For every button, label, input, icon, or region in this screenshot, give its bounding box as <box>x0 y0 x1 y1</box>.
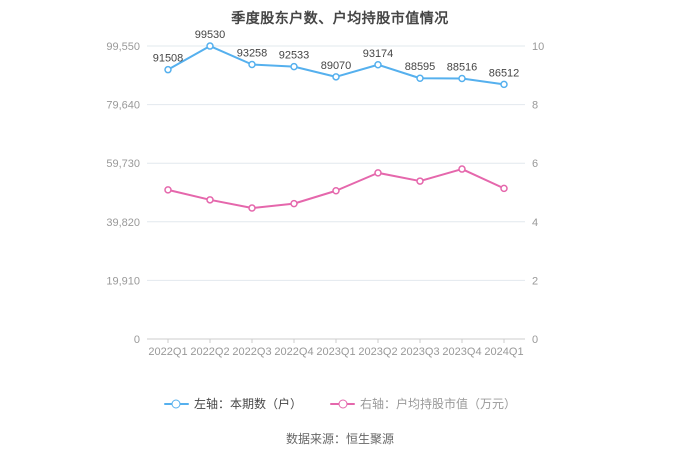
data-point-marker[interactable] <box>164 186 172 194</box>
data-source: 数据来源：恒生聚源 <box>285 432 394 446</box>
left-axis-tick-label: 99,550 <box>106 41 140 53</box>
data-label: 93174 <box>363 48 394 60</box>
x-axis-label: 2022Q2 <box>190 346 229 358</box>
data-label: 88516 <box>447 61 478 73</box>
left-axis-tick-label: 0 <box>134 334 140 346</box>
legend-marker-icon <box>171 399 181 408</box>
data-point-marker[interactable] <box>500 80 508 89</box>
x-axis-label: 2023Q3 <box>400 346 439 358</box>
legend-item-shareholder-count[interactable]: 左轴：本期数（户） <box>163 395 302 412</box>
data-point-marker[interactable] <box>374 61 382 69</box>
right-axis-tick-label: 10 <box>532 41 544 53</box>
chart-title: 季度股东户数、户均持股市值情况 <box>231 10 449 26</box>
line-series-icon <box>163 398 189 409</box>
line-series-icon <box>330 398 355 409</box>
legend-label: 左轴：本期数（户） <box>193 397 302 411</box>
left-axis-tick-label: 79,640 <box>106 100 140 112</box>
data-point-marker[interactable] <box>332 73 340 81</box>
data-label: 88595 <box>405 61 436 73</box>
data-point-marker[interactable] <box>374 169 382 177</box>
right-axis-tick-label: 8 <box>532 100 538 112</box>
data-point-marker[interactable] <box>248 204 256 212</box>
data-point-marker[interactable] <box>290 199 298 208</box>
left-axis-tick-label: 59,730 <box>106 158 140 170</box>
data-label: 99530 <box>195 29 226 41</box>
x-axis-label: 2022Q1 <box>148 346 187 358</box>
data-label: 86512 <box>489 67 520 79</box>
data-point-marker[interactable] <box>416 74 424 82</box>
x-axis-label: 2022Q3 <box>232 346 271 358</box>
data-point-marker[interactable] <box>206 196 214 204</box>
data-point-marker[interactable] <box>290 62 298 71</box>
data-point-marker[interactable] <box>416 177 424 185</box>
data-point-marker[interactable] <box>206 42 214 50</box>
data-label: 93258 <box>237 48 268 60</box>
data-point-marker[interactable] <box>248 60 256 69</box>
data-label: 92533 <box>279 50 310 62</box>
data-point-marker[interactable] <box>500 184 508 193</box>
right-axis-tick-label: 4 <box>532 217 538 229</box>
data-point-marker[interactable] <box>458 74 466 83</box>
data-point-marker[interactable] <box>458 165 466 173</box>
x-axis-label: 2024Q1 <box>484 346 523 358</box>
left-axis-tick-label: 19,910 <box>106 275 140 287</box>
data-point-marker[interactable] <box>164 65 172 74</box>
x-axis-label: 2023Q1 <box>316 346 355 358</box>
data-label: 89070 <box>321 60 352 72</box>
x-axis-label: 2022Q4 <box>274 346 313 358</box>
legend: 左轴：本期数（户） 右轴：户均持股市值（万元） <box>0 395 680 412</box>
data-label: 91508 <box>153 53 184 65</box>
x-axis-label: 2023Q4 <box>442 346 481 358</box>
dual-axis-line-chart: 0 0 19,910 2 39,820 4 59,730 6 79,640 8 99,550 10 20… <box>106 29 544 358</box>
right-axis-tick-label: 0 <box>532 334 538 346</box>
left-axis-tick-label: 39,820 <box>106 217 140 229</box>
x-axis-label: 2023Q2 <box>358 346 397 358</box>
data-point-marker[interactable] <box>332 186 340 195</box>
legend-item-market-value[interactable]: 右轴：户均持股市值（万元） <box>330 395 516 412</box>
right-axis-tick-label: 6 <box>532 158 538 170</box>
right-axis-tick-label: 2 <box>532 275 538 287</box>
legend-marker-icon <box>338 399 347 408</box>
legend-label: 右轴：户均持股市值（万元） <box>360 397 517 411</box>
